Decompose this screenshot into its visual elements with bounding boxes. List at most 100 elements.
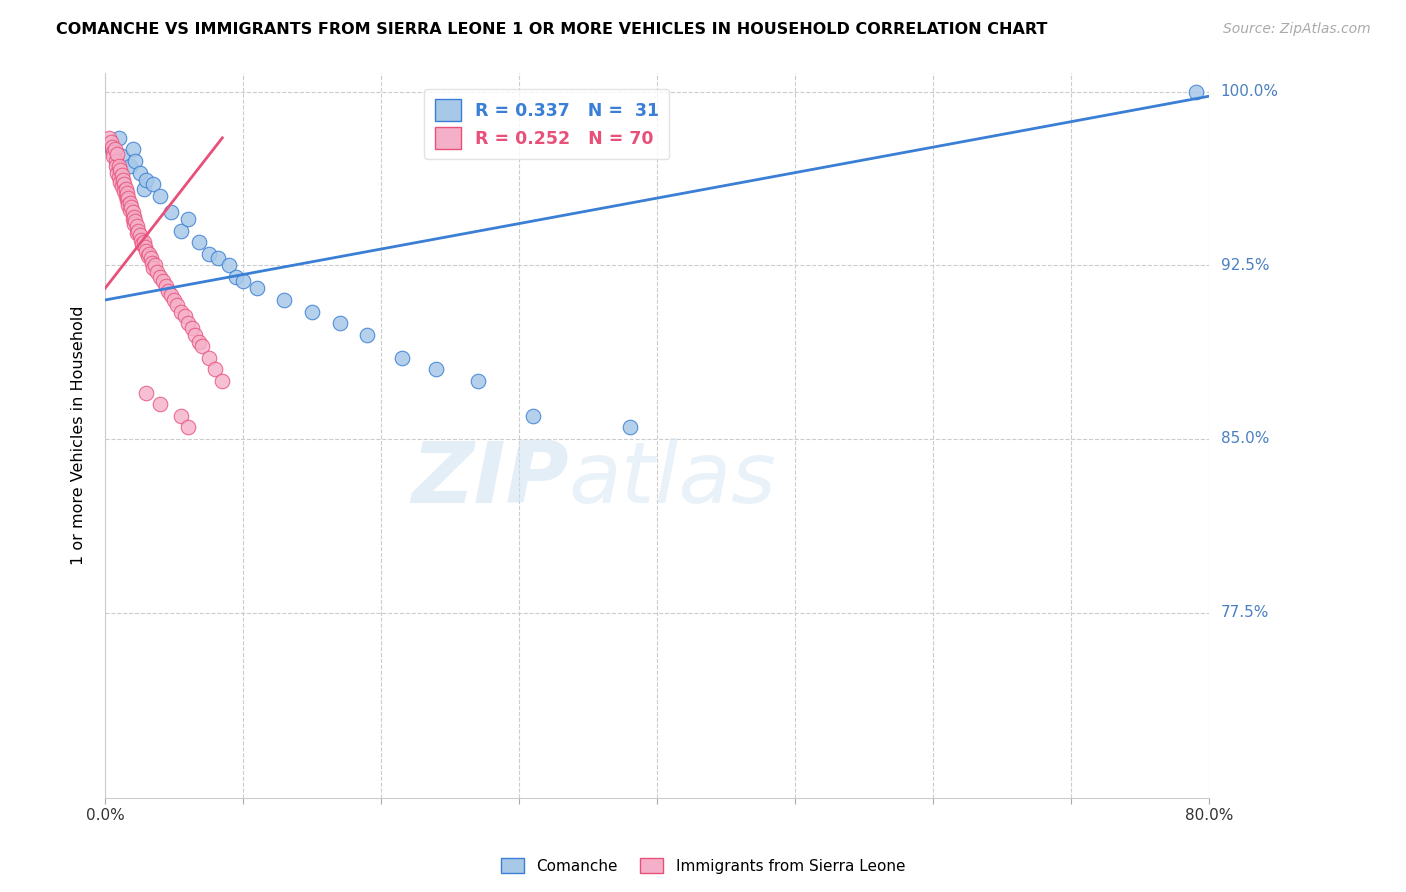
- Point: [135, 385, 157, 400]
- Legend: Comanche, Immigrants from Sierra Leone: Comanche, Immigrants from Sierra Leone: [495, 852, 911, 880]
- Point: [619, 420, 641, 434]
- Point: [132, 182, 155, 196]
- Point: [138, 246, 160, 260]
- Point: [108, 163, 131, 178]
- Point: [110, 168, 132, 182]
- Text: 85.0%: 85.0%: [1220, 432, 1268, 447]
- Point: [122, 217, 145, 231]
- Point: [107, 159, 129, 173]
- Point: [107, 165, 129, 179]
- Point: [114, 188, 136, 202]
- Point: [166, 298, 188, 312]
- Legend: R = 0.337   N =  31, R = 0.252   N = 70: R = 0.337 N = 31, R = 0.252 N = 70: [425, 89, 669, 159]
- Point: [104, 143, 127, 157]
- Point: [204, 362, 226, 376]
- Point: [197, 246, 219, 260]
- Point: [110, 149, 132, 163]
- Point: [177, 211, 200, 226]
- Point: [1184, 85, 1206, 99]
- Point: [146, 265, 169, 279]
- Point: [135, 244, 157, 259]
- Point: [141, 256, 163, 270]
- Point: [149, 188, 172, 202]
- Point: [177, 420, 200, 434]
- Point: [181, 320, 204, 334]
- Point: [183, 327, 205, 342]
- Point: [111, 172, 134, 186]
- Point: [105, 159, 128, 173]
- Point: [121, 211, 143, 226]
- Point: [142, 177, 165, 191]
- Point: [155, 279, 177, 293]
- Point: [103, 149, 125, 163]
- Point: [160, 205, 183, 219]
- Point: [103, 145, 125, 159]
- Point: [124, 214, 146, 228]
- Text: 92.5%: 92.5%: [1220, 258, 1270, 273]
- Point: [174, 310, 197, 324]
- Point: [211, 374, 233, 388]
- Point: [197, 351, 219, 365]
- Point: [125, 219, 148, 233]
- Point: [163, 293, 186, 307]
- Point: [132, 235, 155, 249]
- Point: [356, 327, 378, 342]
- Point: [108, 175, 131, 189]
- Point: [246, 281, 269, 295]
- Point: [225, 269, 247, 284]
- Point: [118, 159, 141, 173]
- Point: [125, 226, 148, 240]
- Point: [98, 131, 121, 145]
- Point: [134, 240, 156, 254]
- Point: [160, 288, 183, 302]
- Point: [127, 223, 149, 237]
- Point: [112, 184, 135, 198]
- Point: [131, 237, 153, 252]
- Point: [391, 351, 413, 365]
- Point: [107, 147, 129, 161]
- Point: [139, 252, 162, 266]
- Text: Source: ZipAtlas.com: Source: ZipAtlas.com: [1223, 22, 1371, 37]
- Point: [128, 165, 150, 179]
- Point: [218, 258, 240, 272]
- Point: [425, 362, 447, 376]
- Point: [187, 235, 209, 249]
- Point: [157, 284, 180, 298]
- Point: [118, 202, 141, 217]
- Point: [121, 143, 143, 157]
- Point: [117, 198, 139, 212]
- Point: [118, 195, 141, 210]
- Point: [128, 228, 150, 243]
- Text: 100.0%: 100.0%: [1220, 84, 1278, 99]
- Point: [124, 154, 146, 169]
- Point: [122, 210, 145, 224]
- Point: [170, 223, 193, 237]
- Point: [149, 397, 172, 411]
- Text: 77.5%: 77.5%: [1220, 606, 1268, 620]
- Point: [170, 409, 193, 423]
- Point: [112, 177, 135, 191]
- Point: [135, 172, 157, 186]
- Point: [105, 154, 128, 169]
- Point: [329, 316, 352, 330]
- Point: [187, 334, 209, 349]
- Point: [107, 170, 129, 185]
- Point: [467, 374, 489, 388]
- Point: [177, 316, 200, 330]
- Point: [170, 304, 193, 318]
- Text: ZIP: ZIP: [411, 438, 569, 521]
- Point: [114, 182, 136, 196]
- Point: [110, 179, 132, 194]
- Point: [301, 304, 323, 318]
- Point: [136, 249, 159, 263]
- Point: [207, 252, 229, 266]
- Point: [120, 200, 142, 214]
- Point: [142, 260, 165, 275]
- Point: [115, 194, 138, 208]
- Point: [522, 409, 544, 423]
- Y-axis label: 1 or more Vehicles in Household: 1 or more Vehicles in Household: [72, 306, 86, 566]
- Point: [107, 131, 129, 145]
- Point: [115, 186, 138, 201]
- Point: [273, 293, 295, 307]
- Point: [101, 140, 124, 154]
